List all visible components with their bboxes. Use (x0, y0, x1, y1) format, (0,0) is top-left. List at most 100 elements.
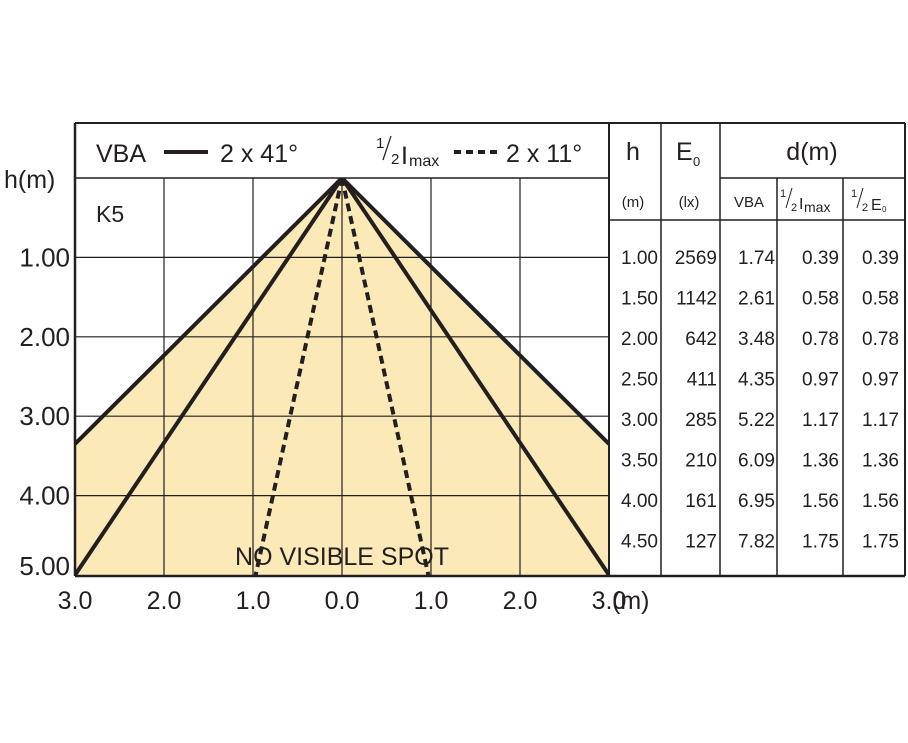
x-axis-unit: (m) (612, 587, 649, 615)
table-cell-h: 1.00 (621, 248, 658, 269)
x-tick-label: 1.0 (236, 587, 271, 615)
legend-vba-label: VBA (96, 140, 146, 168)
table-cell-half-e0: 0.97 (862, 370, 899, 391)
table-cell-e0: 161 (685, 491, 717, 512)
header-e0-unit: (lx) (679, 194, 700, 211)
header-h-unit: (m) (622, 194, 645, 211)
table-row: 2.00 642 3.48 0.78 0.78 (621, 329, 899, 350)
x-tick-label: 2.0 (503, 587, 538, 615)
table-cell-h: 3.50 (621, 451, 658, 472)
table-cell-half-imax: 0.78 (802, 329, 839, 350)
header-h: h (626, 138, 640, 166)
vba-beam-line-right (340, 178, 609, 575)
table-cell-half-imax: 0.39 (802, 248, 839, 269)
half-imax-beam-line-right (340, 178, 431, 575)
table-cell-e0: 127 (685, 532, 717, 553)
table-cell-vba: 2.61 (738, 289, 775, 310)
header-half-e0-E: E (871, 197, 882, 214)
y-tick-label: 3.00 (19, 401, 70, 431)
y-tick-label: 4.00 (19, 481, 70, 511)
table-row: 3.50 210 6.09 1.36 1.36 (621, 451, 899, 472)
legend: VBA 2 x 41° 1 2 I max 2 x 11° (96, 135, 582, 170)
y-tick-label: 2.00 (19, 322, 70, 352)
header-half-imax-sub: max (804, 199, 830, 215)
x-tick-label: 0.0 (325, 587, 360, 615)
data-table: h E 0 d(m) (m) (lx) VBA 1 2 I max 1 2 E … (609, 123, 905, 576)
table-row: 3.00 285 5.22 1.17 1.17 (621, 410, 899, 431)
table-cell-half-imax: 1.36 (802, 451, 839, 472)
table-cell-half-e0: 1.17 (862, 410, 899, 431)
table-cell-half-imax: 1.17 (802, 410, 839, 431)
header-vba: VBA (734, 194, 764, 211)
y-tick-labels: 1.00 2.00 3.00 4.00 5.00 (19, 242, 70, 581)
x-tick-label: 3.0 (58, 587, 93, 615)
y-axis-label: h(m) (4, 166, 55, 194)
legend-imax-sub: max (409, 153, 439, 170)
table-cell-half-e0: 1.56 (862, 491, 899, 512)
header-half-e0-sub: 0 (882, 205, 887, 214)
half-imax-beam-line-left (253, 178, 344, 575)
header-half-e0-den: 2 (862, 202, 868, 214)
x-tick-labels: 3.0 2.0 1.0 0.0 1.0 2.0 3.0 (58, 587, 627, 615)
model-label: K5 (96, 201, 124, 227)
table-cell-vba: 5.22 (738, 410, 775, 431)
table-cell-e0: 2569 (675, 248, 717, 269)
table-cell-half-imax: 0.58 (802, 289, 839, 310)
table-cell-vba: 6.09 (738, 451, 775, 472)
table-cell-h: 4.00 (621, 491, 658, 512)
header-half-imax-slash (785, 187, 793, 209)
table-cell-e0: 411 (687, 370, 717, 391)
table-cell-half-e0: 0.78 (862, 329, 899, 350)
legend-fraction-slash (382, 135, 392, 161)
table-cell-vba: 1.74 (738, 248, 775, 269)
table-cell-half-imax: 0.97 (802, 370, 839, 391)
no-visible-spot-annotation: NO VISIBLE SPOT (235, 543, 449, 571)
vba-beam-line-left (75, 178, 344, 575)
table-cell-e0: 210 (685, 451, 717, 472)
table-row: 4.50 127 7.82 1.75 1.75 (621, 532, 899, 553)
table-cell-half-e0: 1.36 (862, 451, 899, 472)
table-cell-h: 3.00 (621, 410, 658, 431)
header-e0: E (676, 138, 693, 166)
legend-half-imax-value: 2 x 11° (506, 140, 582, 168)
x-tick-label: 2.0 (147, 587, 182, 615)
legend-half-denominator: 2 (391, 151, 399, 168)
table-row: 4.00 161 6.95 1.56 1.56 (621, 491, 899, 512)
header-d: d(m) (786, 138, 837, 166)
outer-beam-line-left (75, 178, 344, 446)
table-cell-h: 4.50 (621, 532, 658, 553)
legend-vba-value: 2 x 41° (220, 140, 298, 168)
header-half-imax-num: 1 (780, 188, 786, 200)
table-row: 1.00 2569 1.74 0.39 0.39 (621, 248, 899, 269)
table-cell-vba: 3.48 (738, 329, 775, 350)
table-cell-e0: 1142 (676, 289, 717, 310)
table-cell-half-e0: 0.39 (862, 248, 899, 269)
table-cell-half-imax: 1.75 (802, 532, 839, 553)
plot-area (75, 178, 609, 575)
table-cell-h: 1.50 (621, 289, 658, 310)
table-row: 2.50 411 4.35 0.97 0.97 (621, 370, 899, 391)
legend-half-numerator: 1 (376, 135, 384, 152)
header-e0-sub: 0 (693, 154, 700, 169)
table-cell-e0: 642 (685, 329, 717, 350)
table-cell-vba: 4.35 (738, 370, 775, 391)
outer-beam-line-right (340, 178, 609, 446)
table-cell-h: 2.50 (621, 370, 658, 391)
header-half-imax-I: I (799, 196, 803, 213)
header-half-e0-slash (856, 187, 864, 209)
table-row: 1.50 1142 2.61 0.58 0.58 (621, 289, 899, 310)
y-tick-label: 1.00 (19, 242, 70, 272)
table-cell-h: 2.00 (621, 329, 658, 350)
y-tick-label: 5.00 (19, 551, 70, 581)
legend-imax-I: I (401, 142, 408, 170)
table-cell-vba: 7.82 (738, 532, 775, 553)
x-tick-label: 1.0 (414, 587, 449, 615)
table-cell-vba: 6.95 (738, 491, 775, 512)
table-cell-e0: 285 (685, 410, 717, 431)
header-half-e0-num: 1 (851, 188, 857, 200)
table-cell-half-imax: 1.56 (802, 491, 839, 512)
table-cell-half-e0: 0.58 (862, 289, 899, 310)
header-half-imax-den: 2 (791, 202, 797, 214)
table-cell-half-e0: 1.75 (862, 532, 899, 553)
